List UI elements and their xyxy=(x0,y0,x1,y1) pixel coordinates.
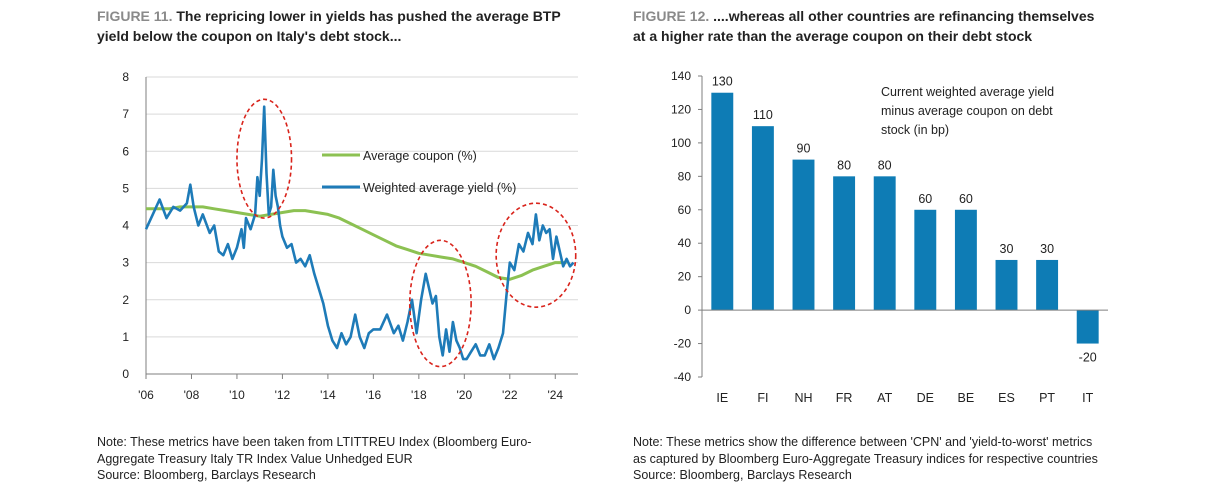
figure-12-panel: FIGURE 12. ....whereas all other countri… xyxy=(610,0,1220,491)
figure-11-label: FIGURE 11. xyxy=(97,8,173,24)
data-label: 30 xyxy=(1040,242,1054,256)
y-tick-label: 0 xyxy=(122,367,129,381)
x-tick-label: ES xyxy=(998,391,1015,405)
y-tick-label: 3 xyxy=(122,256,129,270)
figure-11-source: Source: Bloomberg, Barclays Research xyxy=(97,468,316,482)
x-tick-label: '08 xyxy=(184,388,200,402)
highlight-ellipse xyxy=(495,202,577,308)
bar-be xyxy=(954,209,977,311)
legend-label-coupon: Average coupon (%) xyxy=(363,149,477,163)
x-tick-label: BE xyxy=(958,391,975,405)
y-tick-label: 0 xyxy=(684,303,691,317)
data-label: 110 xyxy=(753,108,773,122)
y-tick-label: 60 xyxy=(678,203,692,217)
bar-ie xyxy=(711,92,734,311)
x-tick-label: '16 xyxy=(366,388,382,402)
data-label: 80 xyxy=(837,158,851,172)
weighted-average-yield-line xyxy=(144,105,575,361)
bar-fr xyxy=(833,176,856,311)
chart-annotation-line: stock (in bp) xyxy=(881,123,949,137)
y-tick-label: 6 xyxy=(122,144,129,158)
x-tick-label: '18 xyxy=(411,388,427,402)
bar-es xyxy=(995,259,1018,311)
chart-annotation-line: Current weighted average yield xyxy=(881,85,1054,99)
x-tick-label: IE xyxy=(716,391,728,405)
figure-11-title-line1: The repricing lower in yields has pushed… xyxy=(176,8,561,24)
figure-12-note: Note: These metrics show the difference … xyxy=(633,434,1213,484)
bar-nh xyxy=(792,159,815,311)
x-tick-label: '20 xyxy=(456,388,472,402)
average-coupon-line xyxy=(146,205,567,281)
x-tick-label: '10 xyxy=(229,388,245,402)
figure-11-title-line2: yield below the coupon on Italy's debt s… xyxy=(97,28,402,44)
y-tick-label: 5 xyxy=(122,181,129,195)
data-label: -20 xyxy=(1079,351,1097,365)
data-label: 90 xyxy=(797,142,811,156)
figure-11-note: Note: These metrics have been taken from… xyxy=(97,434,597,484)
x-tick-label: FR xyxy=(836,391,853,405)
x-tick-label: '22 xyxy=(502,388,518,402)
figure-12-source: Source: Bloomberg, Barclays Research xyxy=(633,468,852,482)
bar-pt xyxy=(1036,259,1059,311)
figure-12-title: FIGURE 12. ....whereas all other countri… xyxy=(633,6,1193,46)
figure-12-label: FIGURE 12. xyxy=(633,8,710,24)
x-tick-label: '12 xyxy=(275,388,291,402)
bar-at xyxy=(873,176,896,311)
y-tick-label: 120 xyxy=(671,102,691,116)
figure-12-note-line2: as captured by Bloomberg Euro-Aggregate … xyxy=(633,451,1098,466)
data-label: 60 xyxy=(959,192,973,206)
data-label: 130 xyxy=(712,75,733,89)
bar-fi xyxy=(751,126,774,311)
x-tick-label: '24 xyxy=(547,388,563,402)
x-tick-label: DE xyxy=(917,391,934,405)
legend-label-yield: Weighted average yield (%) xyxy=(363,181,516,195)
y-tick-label: 100 xyxy=(671,136,691,150)
data-label: 80 xyxy=(878,158,892,172)
x-tick-label: '06 xyxy=(138,388,154,402)
figure-11-note-line2: Aggregate Treasury Italy TR Index Value … xyxy=(97,451,413,466)
y-tick-label: -40 xyxy=(674,370,692,384)
y-tick-label: 1 xyxy=(122,330,129,344)
y-tick-label: 8 xyxy=(122,70,129,84)
figure-11-panel: FIGURE 11. The repricing lower in yields… xyxy=(97,6,597,484)
x-tick-label: FI xyxy=(757,391,768,405)
y-tick-label: 140 xyxy=(671,69,691,83)
y-tick-label: 4 xyxy=(122,219,129,233)
chart-annotation-line: minus average coupon on debt xyxy=(881,104,1053,118)
bar-chart: -40 -20 0 20 40 60 80 100 120 140 130 IE 110 FI 90 NH 80… xyxy=(671,69,1108,405)
x-tick-label: PT xyxy=(1039,391,1055,405)
figure-12-title-line1: ....whereas all other countries are refi… xyxy=(713,8,1095,24)
bar-it xyxy=(1076,310,1099,344)
y-tick-label: 7 xyxy=(122,107,129,121)
y-tick-label: 80 xyxy=(678,169,692,183)
figure-12-title-line2: at a higher rate than the average coupon… xyxy=(633,28,1033,44)
x-tick-label: IT xyxy=(1082,391,1093,405)
data-label: 30 xyxy=(1000,242,1014,256)
x-tick-label: NH xyxy=(794,391,812,405)
bar-de xyxy=(914,209,937,311)
y-tick-label: 40 xyxy=(678,236,692,250)
highlight-ellipse xyxy=(236,98,293,219)
highlight-ellipse xyxy=(408,239,472,368)
x-tick-label: AT xyxy=(877,391,892,405)
line-chart: 0 1 2 3 4 5 6 7 8 '06 '08 '10 '12 '14 '16 '18 '20 '22 '24 A… xyxy=(122,70,578,402)
figure-12-note-line1: Note: These metrics show the difference … xyxy=(633,435,1093,449)
figure-11-title: FIGURE 11. The repricing lower in yields… xyxy=(97,6,597,46)
y-tick-label: 20 xyxy=(678,270,692,284)
data-label: 60 xyxy=(918,192,932,206)
y-tick-label: 2 xyxy=(122,293,129,307)
figure-11-note-line1: Note: These metrics have been taken from… xyxy=(97,435,532,449)
x-tick-label: '14 xyxy=(320,388,336,402)
y-tick-label: -20 xyxy=(674,337,692,351)
